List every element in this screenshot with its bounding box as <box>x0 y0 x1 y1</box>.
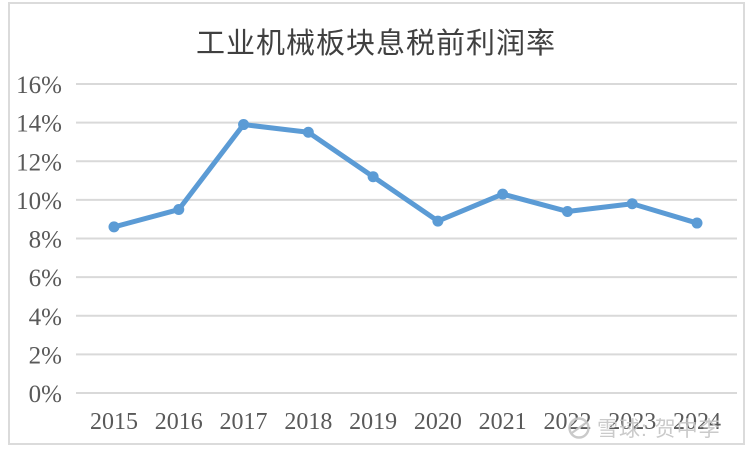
y-tick-label: 14% <box>16 111 62 138</box>
x-tick-label: 2023 <box>608 409 656 435</box>
y-tick-label: 12% <box>16 149 62 176</box>
x-tick-label: 2020 <box>414 409 462 435</box>
x-tick-label: 2021 <box>479 409 527 435</box>
x-tick-label: 2024 <box>673 409 721 435</box>
y-tick-label: 2% <box>29 342 62 369</box>
data-point <box>561 205 573 217</box>
data-point <box>691 217 703 229</box>
data-point <box>432 215 444 227</box>
y-tick-label: 0% <box>29 381 62 408</box>
y-tick-label: 6% <box>29 265 62 292</box>
chart-title: 工业机械板块息税前利润率 <box>195 28 556 60</box>
x-tick-label: 2022 <box>543 409 591 435</box>
data-point <box>302 126 314 138</box>
data-point <box>108 221 120 233</box>
y-tick-label: 10% <box>16 188 62 215</box>
y-tick-label: 8% <box>29 227 62 254</box>
y-tick-label: 4% <box>29 304 62 331</box>
x-tick-label: 2017 <box>220 409 268 435</box>
x-tick-label: 2015 <box>90 409 138 435</box>
watermark: 雪球: 贺中李 <box>567 413 721 443</box>
y-tick-label: 16% <box>16 72 62 99</box>
data-point <box>238 119 250 131</box>
watermark-text: 雪球: 贺中李 <box>597 418 721 441</box>
x-tick-label: 2019 <box>349 409 397 435</box>
data-point <box>173 204 185 216</box>
xueqiu-snowball-logo-icon <box>568 417 590 439</box>
data-point <box>367 171 379 183</box>
trend-line <box>111 122 700 230</box>
x-tick-label: 2018 <box>284 409 332 435</box>
x-tick-label: 2016 <box>155 409 203 435</box>
data-point <box>626 198 638 210</box>
data-point <box>497 188 509 200</box>
